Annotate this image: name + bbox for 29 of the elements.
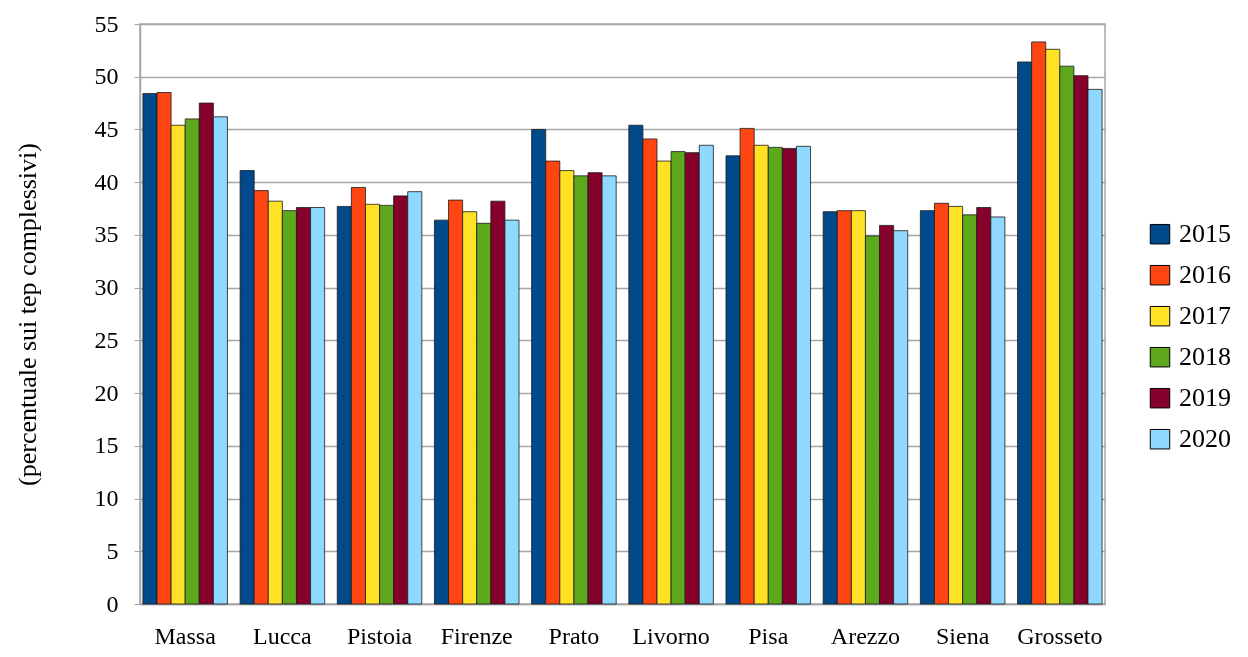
x-tick-label: Pistoia bbox=[346, 622, 413, 649]
y-tick-label: 35 bbox=[94, 221, 119, 248]
legend-label: 2019 bbox=[1179, 383, 1231, 413]
x-tick-label: Lucca bbox=[253, 622, 313, 649]
x-tick-label: Siena bbox=[935, 622, 990, 649]
x-tick-label: Grosseto bbox=[1017, 622, 1103, 649]
x-tick-label: Prato bbox=[548, 622, 600, 649]
legend-label: 2018 bbox=[1179, 342, 1231, 372]
x-tick-label: Firenze bbox=[440, 622, 513, 649]
legend-label: 2015 bbox=[1179, 219, 1231, 249]
y-tick-label: 5 bbox=[106, 537, 119, 564]
legend-label: 2020 bbox=[1179, 424, 1231, 454]
y-tick-label: 15 bbox=[94, 432, 119, 459]
y-tick-label: 30 bbox=[94, 274, 119, 301]
legend-label: 2016 bbox=[1179, 260, 1231, 290]
x-tick-label: Arezzo bbox=[830, 622, 901, 649]
y-tick-label: 40 bbox=[94, 168, 119, 195]
x-tick-label: Pisa bbox=[748, 622, 789, 649]
y-tick-label: 10 bbox=[94, 485, 119, 512]
y-tick-label: 55 bbox=[94, 10, 119, 37]
y-tick-label: 50 bbox=[94, 63, 119, 90]
y-tick-label: 0 bbox=[106, 590, 119, 617]
y-axis-title: (percentuale sui tep complessivi) bbox=[12, 143, 42, 486]
x-tick-label: Livorno bbox=[632, 622, 710, 649]
y-tick-label: 45 bbox=[94, 115, 119, 142]
y-tick-label: 20 bbox=[94, 379, 119, 406]
y-tick-label: 25 bbox=[94, 326, 119, 353]
legend-label: 2017 bbox=[1179, 301, 1231, 331]
x-tick-label: Massa bbox=[154, 622, 217, 649]
